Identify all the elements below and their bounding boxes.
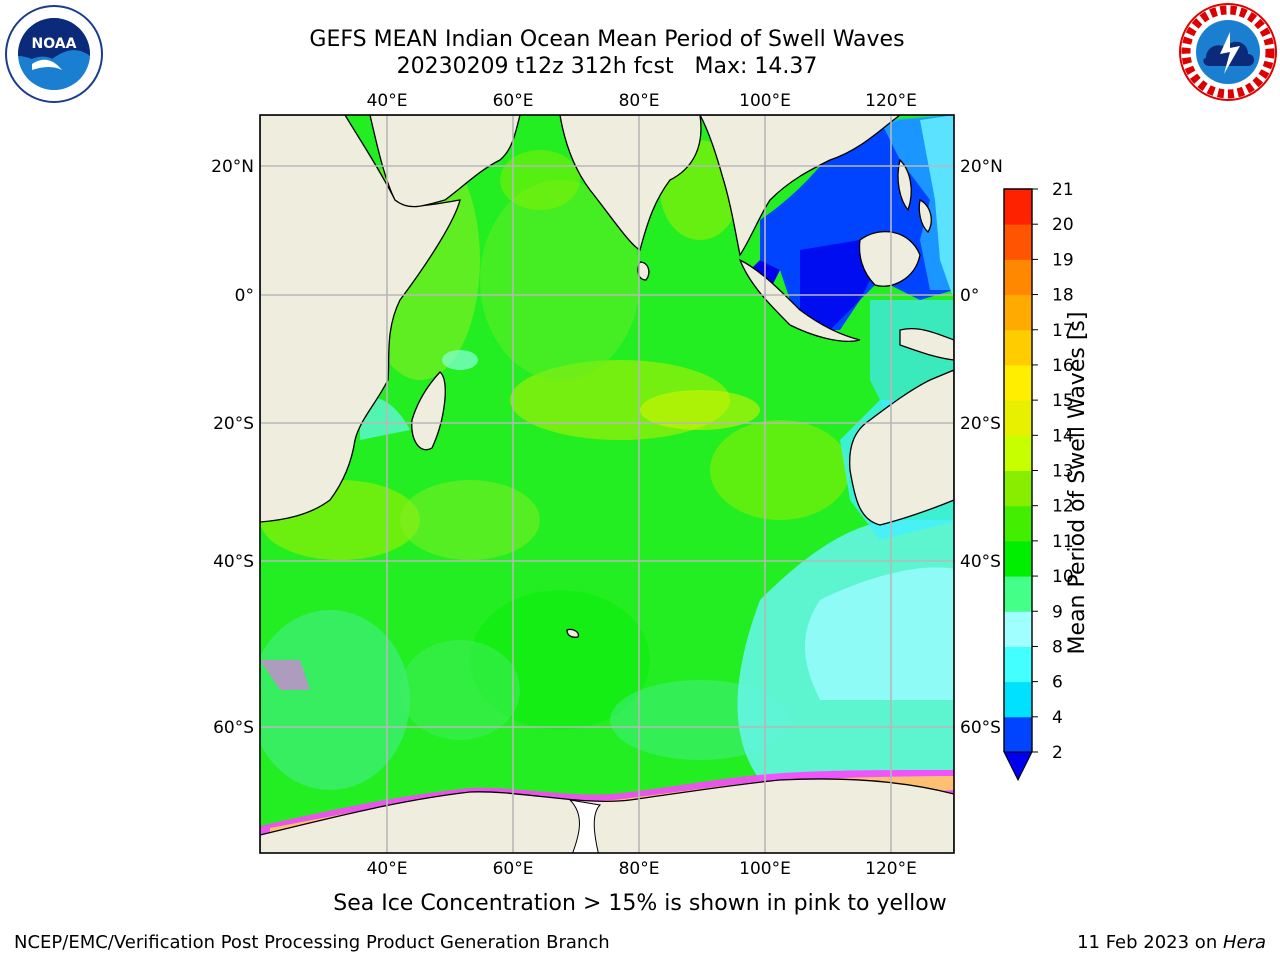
- lon-label: 100°E: [739, 859, 791, 879]
- colorbar-segment: [1004, 329, 1032, 366]
- lat-label: 40°S: [213, 552, 254, 572]
- colorbar-tick-label: 13: [1052, 462, 1074, 482]
- nws-logo: [1179, 3, 1277, 101]
- lat-label: 0°: [960, 286, 979, 306]
- colorbar-segment: [1004, 189, 1032, 225]
- colorbar-tick-label: 17: [1052, 321, 1074, 341]
- noaa-logo: NOAA: [5, 5, 103, 103]
- lon-label: 40°E: [367, 91, 408, 111]
- svg-text:NOAA: NOAA: [32, 36, 77, 52]
- colorbar-tick-label: 20: [1052, 215, 1074, 235]
- colorbar-tick-label: 4: [1052, 708, 1063, 728]
- lon-label: 120°E: [865, 91, 917, 111]
- colorbar-tick-label: 14: [1052, 426, 1074, 446]
- colorbar-segment: [1004, 505, 1032, 542]
- colorbar-tick-label: 11: [1052, 532, 1074, 552]
- colorbar-tick-label: 9: [1052, 602, 1063, 622]
- lat-labels-right: 20°N 0° 20°S 40°S 60°S: [960, 157, 1003, 738]
- colorbar-tick-label: 12: [1052, 497, 1074, 517]
- lat-label: 20°N: [211, 157, 254, 177]
- colorbar-segment: [1004, 716, 1032, 753]
- colorbar-segment: [1004, 681, 1032, 718]
- lon-labels-top: 40°E 60°E 80°E 100°E 120°E: [367, 91, 917, 111]
- colorbar-tick-label: 2: [1052, 743, 1063, 763]
- colorbar-tick-label: 16: [1052, 356, 1074, 376]
- footer-host: Hera: [1222, 932, 1266, 953]
- map-frame: [259, 114, 955, 854]
- footer-date-text: 11 Feb 2023 on: [1077, 932, 1223, 953]
- chart-title: GEFS MEAN Indian Ocean Mean Period of Sw…: [309, 27, 905, 52]
- colorbar-tick-label: 6: [1052, 673, 1063, 693]
- colorbar: 2 4 6 8 9 10 11 12 13 14 15 16 17 18 19 20 21: [1003, 180, 1074, 782]
- lon-labels-bottom: 40°E 60°E 80°E 100°E 120°E: [367, 859, 917, 879]
- lat-label: 40°S: [960, 552, 1001, 572]
- colorbar-segment: [1004, 435, 1032, 471]
- colorbar-tick-label: 19: [1052, 250, 1074, 270]
- colorbar-segment: [1004, 646, 1032, 683]
- lon-label: 80°E: [619, 91, 660, 111]
- colorbar-under-arrow: [1003, 751, 1033, 782]
- lon-label: 80°E: [619, 859, 660, 879]
- colorbar-segment: [1004, 576, 1032, 612]
- lat-label: 20°S: [960, 414, 1001, 434]
- colorbar-tick-label: 18: [1052, 286, 1074, 306]
- colorbar-tick-label: 21: [1052, 180, 1074, 200]
- colorbar-segment: [1004, 400, 1032, 436]
- lat-label: 60°S: [213, 718, 254, 738]
- colorbar-segment: [1004, 540, 1032, 577]
- colorbar-segment: [1004, 259, 1032, 296]
- lon-label: 60°E: [493, 91, 534, 111]
- lon-label: 40°E: [367, 859, 408, 879]
- colorbar-tick-label: 15: [1052, 391, 1074, 411]
- lat-labels-left: 20°N 0° 20°S 40°S 60°S: [211, 157, 254, 738]
- chart-subtitle: 20230209 t12z 312h fcst Max: 14.37: [396, 54, 818, 79]
- lat-label: 0°: [235, 286, 254, 306]
- colorbar-segment: [1004, 364, 1032, 401]
- map-area: [260, 115, 954, 853]
- lon-label: 100°E: [739, 91, 791, 111]
- footer-credit: NCEP/EMC/Verification Post Processing Pr…: [14, 932, 610, 953]
- colorbar-segment: [1004, 294, 1032, 331]
- colorbar-label: Mean Period of Swell Waves [s]: [1065, 311, 1090, 655]
- colorbar-segment: [1004, 470, 1032, 507]
- colorbar-segment: [1004, 611, 1032, 647]
- lat-label: 20°N: [960, 157, 1003, 177]
- colorbar-segment: [1004, 224, 1032, 260]
- gridlines: [260, 115, 954, 853]
- colorbar-tick-label: 8: [1052, 637, 1063, 657]
- sea-ice-note: Sea Ice Concentration > 15% is shown in …: [333, 891, 947, 916]
- footer-date: 11 Feb 2023 on Hera: [1077, 932, 1266, 954]
- lat-label: 20°S: [213, 414, 254, 434]
- lon-label: 120°E: [865, 859, 917, 879]
- lat-label: 60°S: [960, 718, 1001, 738]
- land: [260, 115, 954, 853]
- lon-label: 60°E: [493, 859, 534, 879]
- colorbar-tick-label: 10: [1052, 567, 1074, 587]
